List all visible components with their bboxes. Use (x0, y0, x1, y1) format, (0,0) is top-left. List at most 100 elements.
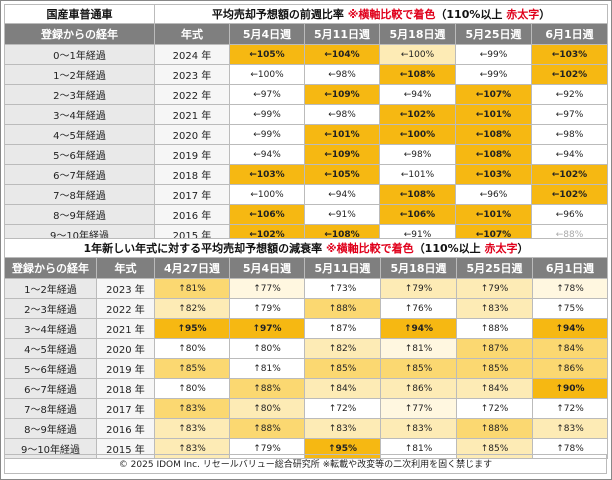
value-cell: ↑73% (304, 278, 381, 299)
value-cell: ←103% (229, 164, 305, 185)
copyright-footer: © 2025 IDOM Inc. リセールバリュー総合研究所 ※転載や改変等の二… (4, 454, 607, 474)
value-cell: ↑88% (456, 418, 533, 439)
row-year: 2022 年 (154, 84, 230, 105)
value-cell: ←102% (530, 64, 609, 85)
value-cell: ↑72% (304, 398, 381, 419)
row-year: 2016 年 (96, 418, 155, 439)
value-cell: ↑82% (304, 338, 381, 359)
value-cell: ←99% (455, 64, 532, 85)
row-year: 2023 年 (154, 64, 230, 85)
value-cell: ↑72% (456, 398, 533, 419)
table-row: 2～3年経過 2022 年 ←97% ←109% ←94% ←107% ←92% (4, 84, 609, 105)
value-cell: ↑78% (532, 278, 608, 299)
table-row: 7～8年経過 2017 年 ↑83% ↑80% ↑72% ↑77% ↑72% ↑72% (4, 398, 608, 419)
value-cell: ←106% (229, 204, 305, 225)
row-label: 8～9年経過 (4, 418, 97, 439)
value-cell: ←97% (229, 84, 305, 105)
table-row: 4～5年経過 2020 年 ←99% ←101% ←100% ←108% ←98% (4, 124, 609, 145)
value-cell: ↑88% (456, 318, 533, 339)
table-row: 9～10年経過 2015 年 ↑83% ↑79% ↑95% ↑81% ↑85% ↑78% (4, 438, 608, 459)
value-cell: ↑83% (154, 438, 230, 459)
table-row: 2～3年経過 2022 年 ↑82% ↑79% ↑88% ↑76% ↑83% ↑75% (4, 298, 608, 319)
value-cell: ←104% (304, 44, 380, 65)
row-year: 2018 年 (96, 378, 155, 399)
row-year: 2024 年 (154, 44, 230, 65)
column-header-week: 4月27日週 (154, 257, 230, 279)
column-header-week: 5月25日週 (455, 23, 532, 45)
column-header-elapsed: 登録からの経年 (4, 257, 97, 279)
value-cell: ←103% (455, 164, 532, 185)
value-cell: ←100% (229, 64, 305, 85)
value-cell: ←94% (530, 144, 609, 165)
row-label: 7～8年経過 (4, 184, 155, 205)
row-label: 6～7年経過 (4, 378, 97, 399)
row-year: 2023 年 (96, 278, 155, 299)
value-cell: ←98% (530, 124, 609, 145)
value-cell: ←100% (229, 184, 305, 205)
value-cell: ↑75% (532, 298, 608, 319)
column-header-week: 5月4日週 (229, 23, 305, 45)
row-label: 7～8年経過 (4, 398, 97, 419)
value-cell: ↑84% (456, 378, 533, 399)
column-header-week: 5月11日週 (304, 257, 381, 279)
value-cell: ←99% (455, 44, 532, 65)
value-cell: ←101% (304, 124, 380, 145)
row-label: 8～9年経過 (4, 204, 155, 225)
row-year: 2021 年 (154, 104, 230, 125)
row-label: 2～3年経過 (4, 298, 97, 319)
value-cell: ←91% (304, 204, 380, 225)
value-cell: ↑79% (380, 278, 457, 299)
value-cell: ←94% (304, 184, 380, 205)
value-cell: ↑79% (229, 438, 305, 459)
table-row: 8～9年経過 2016 年 ←106% ←91% ←106% ←101% ←96% (4, 204, 609, 225)
row-year: 2015 年 (96, 438, 155, 459)
value-cell: ←94% (379, 84, 456, 105)
column-header-week: 6月1日週 (530, 23, 609, 45)
value-cell: ↑95% (304, 438, 381, 459)
value-cell: ↑84% (304, 378, 381, 399)
value-cell: ↑81% (229, 358, 305, 379)
column-header-year: 年式 (96, 257, 155, 279)
value-cell: ↑85% (380, 358, 457, 379)
value-cell: ↑88% (229, 418, 305, 439)
value-cell: ←105% (229, 44, 305, 65)
table-row: 7～8年経過 2017 年 ←100% ←94% ←108% ←96% ←102% (4, 184, 609, 205)
value-cell: ←101% (455, 104, 532, 125)
value-cell: ↑85% (304, 358, 381, 379)
row-year: 2018 年 (154, 164, 230, 185)
value-cell: ↑83% (154, 398, 230, 419)
value-cell: ←94% (229, 144, 305, 165)
value-cell: ←102% (379, 104, 456, 125)
value-cell: ←101% (455, 204, 532, 225)
value-cell: ←99% (229, 104, 305, 125)
value-cell: ↑83% (380, 418, 457, 439)
column-header-week: 5月18日週 (380, 257, 457, 279)
value-cell: ←92% (530, 84, 609, 105)
value-cell: ←98% (379, 144, 456, 165)
value-cell: ↑85% (456, 438, 533, 459)
value-cell: ←109% (304, 84, 380, 105)
value-cell: ↑87% (456, 338, 533, 359)
value-cell: ↑97% (229, 318, 305, 339)
value-cell: ↑82% (154, 298, 230, 319)
value-cell: ↑72% (532, 398, 608, 419)
value-cell: ↑80% (154, 338, 230, 359)
value-cell: ↑77% (380, 398, 457, 419)
value-cell: ←109% (304, 144, 380, 165)
value-cell: ↑87% (304, 318, 381, 339)
row-label: 5～6年経過 (4, 144, 155, 165)
value-cell: ↑81% (154, 278, 230, 299)
value-cell: ↑78% (532, 438, 608, 459)
table-row: 0～1年経過 2024 年 ←105% ←104% ←100% ←99% ←103% (4, 44, 609, 65)
value-cell: ↑79% (456, 278, 533, 299)
value-cell: ↑80% (154, 378, 230, 399)
row-label: 2～3年経過 (4, 84, 155, 105)
value-cell: ↑94% (532, 318, 608, 339)
value-cell: ←108% (455, 124, 532, 145)
value-cell: ←98% (304, 64, 380, 85)
value-cell: ↑85% (456, 358, 533, 379)
value-cell: ←108% (379, 64, 456, 85)
value-cell: ↑83% (304, 418, 381, 439)
value-cell: ←96% (530, 204, 609, 225)
value-cell: ↑81% (380, 438, 457, 459)
